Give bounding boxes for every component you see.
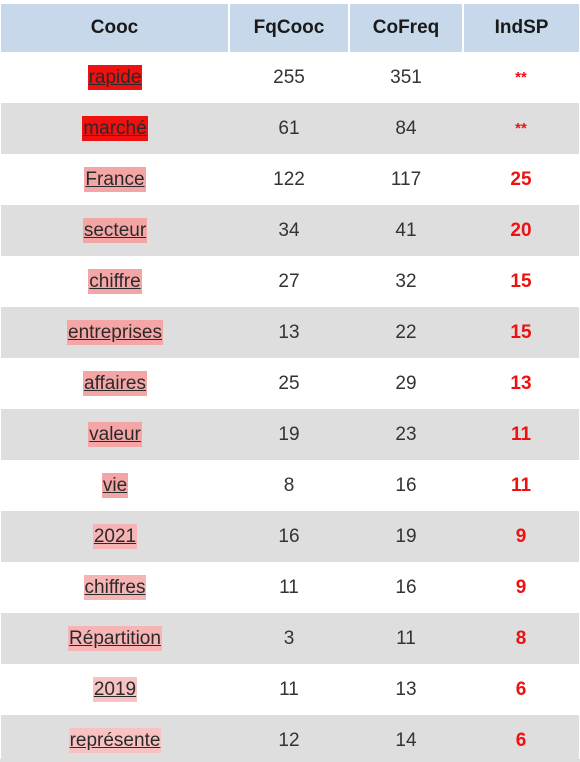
cooccurrence-table: Cooc FqCooc CoFreq IndSP rapide 255 351 ** m… (1, 4, 579, 762)
cooc-cell: 2019 (1, 664, 229, 715)
indsp-cell: 13 (463, 358, 579, 409)
indsp-cell: 9 (463, 562, 579, 613)
fqcooc-cell: 12 (229, 715, 349, 762)
cooc-word-link[interactable]: vie (101, 473, 129, 498)
cooc-cell: France (1, 154, 229, 205)
cofreq-cell: 117 (349, 154, 463, 205)
cofreq-cell: 13 (349, 664, 463, 715)
indsp-cell: 9 (463, 511, 579, 562)
header-row: Cooc FqCooc CoFreq IndSP (1, 4, 579, 52)
cooc-cell: secteur (1, 205, 229, 256)
cooc-cell: valeur (1, 409, 229, 460)
cooc-word-link[interactable]: France (84, 167, 146, 192)
table-row: valeur 19 23 11 (1, 409, 579, 460)
fqcooc-cell: 13 (229, 307, 349, 358)
table-row: chiffres 11 16 9 (1, 562, 579, 613)
indsp-cell: 20 (463, 205, 579, 256)
cooc-cell: rapide (1, 52, 229, 103)
table-header: Cooc FqCooc CoFreq IndSP (1, 4, 579, 52)
cooc-word-link[interactable]: entreprises (67, 320, 163, 345)
cooc-cell: chiffre (1, 256, 229, 307)
cooc-word-link[interactable]: 2021 (92, 524, 138, 549)
table-row: vie 8 16 11 (1, 460, 579, 511)
cooc-cell: vie (1, 460, 229, 511)
cofreq-cell: 41 (349, 205, 463, 256)
fqcooc-cell: 25 (229, 358, 349, 409)
indsp-cell: 6 (463, 715, 579, 762)
cofreq-cell: 16 (349, 460, 463, 511)
table-row: affaires 25 29 13 (1, 358, 579, 409)
fqcooc-cell: 16 (229, 511, 349, 562)
cofreq-cell: 11 (349, 613, 463, 664)
table-body: rapide 255 351 ** marché 61 84 ** France 122 117 25… (1, 52, 579, 762)
table-row: rapide 255 351 ** (1, 52, 579, 103)
cooc-word-link[interactable]: chiffre (88, 269, 142, 294)
fqcooc-cell: 122 (229, 154, 349, 205)
fqcooc-cell: 8 (229, 460, 349, 511)
indsp-cell: ** (463, 103, 579, 154)
cooc-cell: entreprises (1, 307, 229, 358)
fqcooc-cell: 255 (229, 52, 349, 103)
fqcooc-cell: 11 (229, 562, 349, 613)
table-row: France 122 117 25 (1, 154, 579, 205)
cofreq-cell: 16 (349, 562, 463, 613)
cooc-word-link[interactable]: représente (68, 728, 162, 753)
indsp-cell: 6 (463, 664, 579, 715)
cofreq-cell: 22 (349, 307, 463, 358)
cooc-cell: marché (1, 103, 229, 154)
table-row: entreprises 13 22 15 (1, 307, 579, 358)
cooc-word-link[interactable]: Répartition (68, 626, 162, 651)
table-row: Répartition 3 11 8 (1, 613, 579, 664)
cooc-cell: représente (1, 715, 229, 762)
indsp-cell: 15 (463, 307, 579, 358)
fqcooc-cell: 19 (229, 409, 349, 460)
header-fqcooc[interactable]: FqCooc (229, 4, 350, 52)
cofreq-cell: 32 (349, 256, 463, 307)
cofreq-cell: 29 (349, 358, 463, 409)
table-row: marché 61 84 ** (1, 103, 579, 154)
cooc-word-link[interactable]: chiffres (83, 575, 147, 600)
cofreq-cell: 19 (349, 511, 463, 562)
cooc-cell: affaires (1, 358, 229, 409)
fqcooc-cell: 34 (229, 205, 349, 256)
cooc-cell: chiffres (1, 562, 229, 613)
cooc-cell: Répartition (1, 613, 229, 664)
table-row: chiffre 27 32 15 (1, 256, 579, 307)
fqcooc-cell: 3 (229, 613, 349, 664)
cofreq-cell: 23 (349, 409, 463, 460)
cofreq-cell: 351 (349, 52, 463, 103)
header-cooc[interactable]: Cooc (1, 4, 230, 52)
table-row: représente 12 14 6 (1, 715, 579, 762)
fqcooc-cell: 61 (229, 103, 349, 154)
indsp-cell: ** (463, 52, 579, 103)
cooc-word-link[interactable]: 2019 (92, 677, 138, 702)
cofreq-cell: 14 (349, 715, 463, 762)
cooc-word-link[interactable]: valeur (88, 422, 142, 447)
fqcooc-cell: 27 (229, 256, 349, 307)
table-row: 2021 16 19 9 (1, 511, 579, 562)
fqcooc-cell: 11 (229, 664, 349, 715)
indsp-cell: 15 (463, 256, 579, 307)
header-cofreq[interactable]: CoFreq (349, 4, 464, 52)
cooc-word-link[interactable]: secteur (82, 218, 148, 243)
cooc-cell: 2021 (1, 511, 229, 562)
table-row: secteur 34 41 20 (1, 205, 579, 256)
cooc-word-link[interactable]: marché (82, 116, 148, 141)
cooc-word-link[interactable]: affaires (83, 371, 147, 396)
header-indsp[interactable]: IndSP (463, 4, 579, 52)
next-row-strip (0, 759, 580, 762)
indsp-cell: 8 (463, 613, 579, 664)
indsp-cell: 11 (463, 409, 579, 460)
indsp-cell: 11 (463, 460, 579, 511)
cooc-word-link[interactable]: rapide (87, 65, 143, 90)
table-row: 2019 11 13 6 (1, 664, 579, 715)
indsp-cell: 25 (463, 154, 579, 205)
cofreq-cell: 84 (349, 103, 463, 154)
